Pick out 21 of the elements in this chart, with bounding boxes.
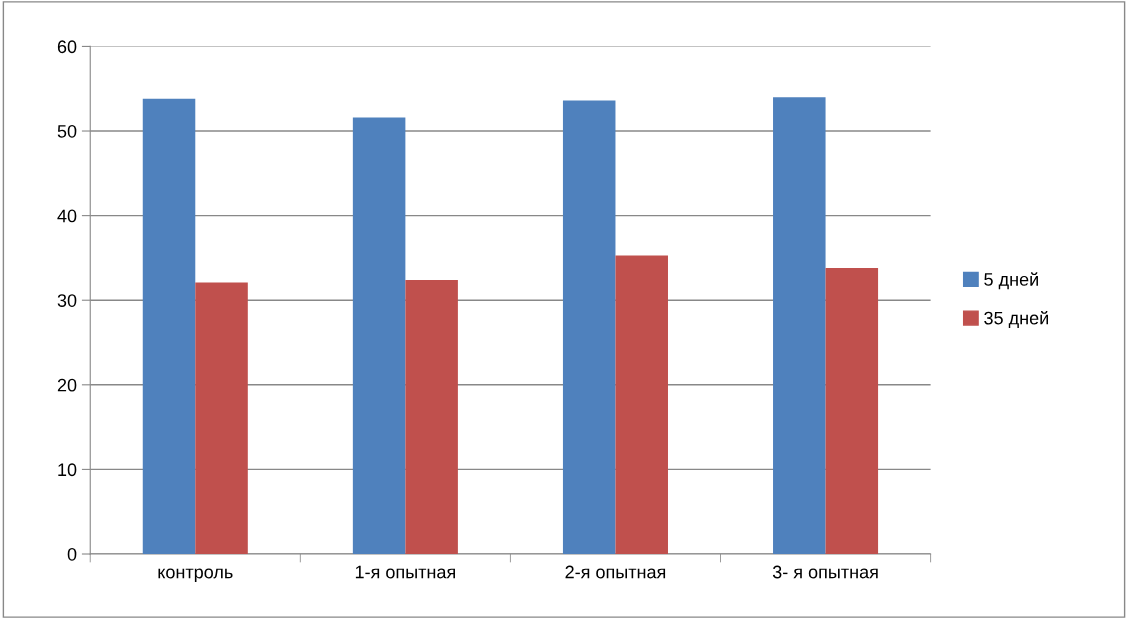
y-tick-label: 40 bbox=[57, 209, 77, 223]
bar bbox=[615, 255, 668, 555]
y-tick-label: 0 bbox=[67, 547, 77, 561]
bar bbox=[825, 268, 879, 555]
bar bbox=[773, 97, 826, 555]
x-tick-label: 1-я опытная bbox=[355, 565, 455, 579]
y-tick-label: 30 bbox=[57, 294, 77, 307]
bar bbox=[142, 98, 196, 555]
y-tick-label: 20 bbox=[57, 378, 77, 392]
y-tick-label: 50 bbox=[57, 124, 77, 138]
x-tick-label: 3- я опытная bbox=[772, 565, 878, 579]
bar bbox=[195, 282, 248, 555]
bar bbox=[562, 100, 616, 555]
bar bbox=[352, 117, 406, 555]
x-tick-label: контроль bbox=[158, 568, 233, 582]
legend-label: 35 дней bbox=[984, 310, 1048, 328]
y-tick-label: 60 bbox=[57, 40, 77, 54]
x-tick-label: 2-я опытная bbox=[565, 565, 666, 579]
bar bbox=[405, 279, 458, 555]
legend-label: 5 дней bbox=[984, 272, 1038, 290]
y-tick-label: 10 bbox=[58, 463, 77, 477]
